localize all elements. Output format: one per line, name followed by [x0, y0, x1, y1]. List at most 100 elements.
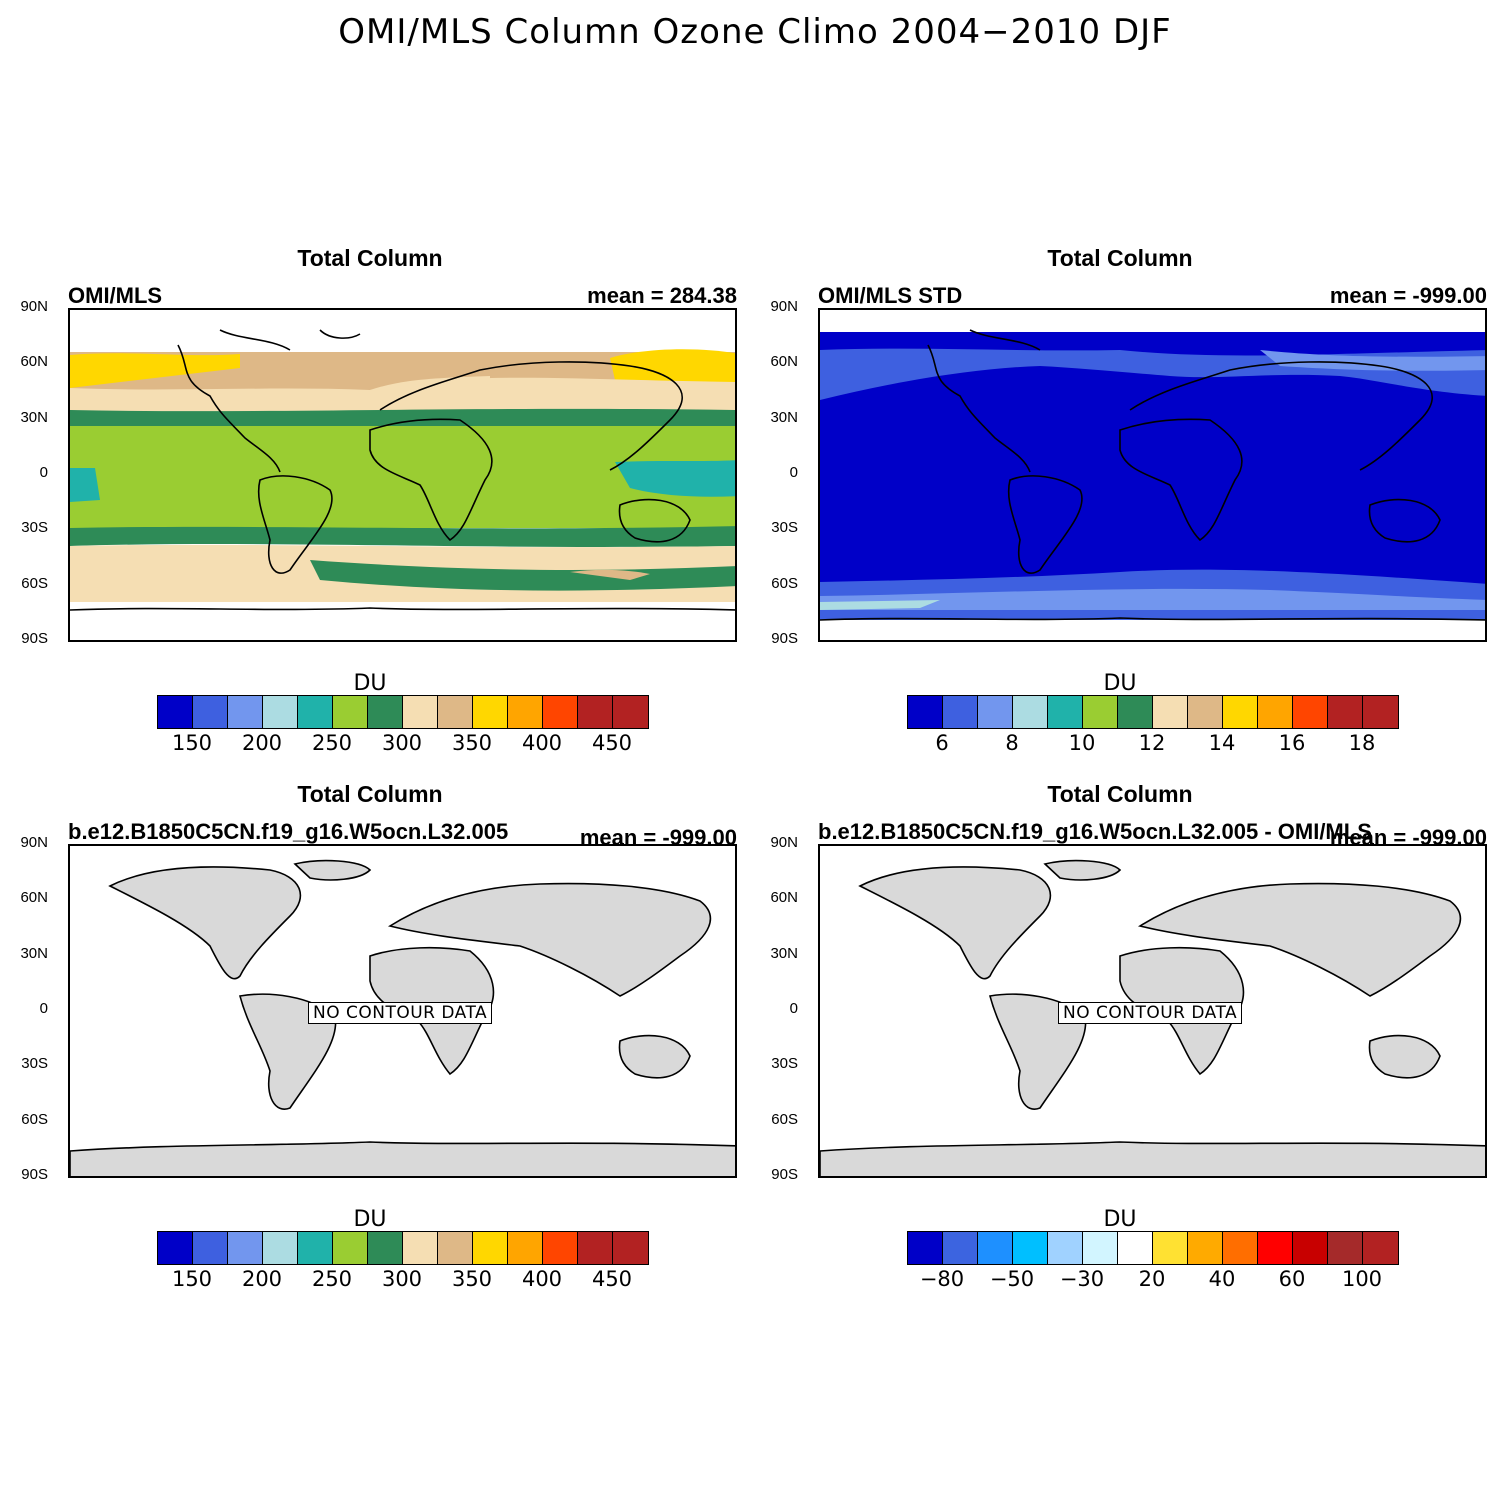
latitude-label: 30S: [21, 1055, 48, 1073]
colorbar-box: [943, 696, 978, 728]
latitude-label: 30N: [770, 944, 798, 962]
colorbar-box: [978, 1232, 1013, 1264]
colorbar-label: 250: [311, 1267, 353, 1291]
colorbar-box: [298, 696, 333, 728]
colorbar-box: [473, 1232, 508, 1264]
colorbar-label: 150: [171, 1267, 213, 1291]
latitude-label: 60N: [20, 353, 48, 371]
latitude-label: 30N: [20, 944, 48, 962]
colorbar-box: [1258, 1232, 1293, 1264]
panel-model-minus-obs: Total Column b.e12.B1850C5CN.f19_g16.W5o…: [750, 781, 1490, 1301]
panel-title: Total Column: [297, 245, 443, 271]
colorbar-box: [1223, 696, 1258, 728]
colorbar-box: [543, 1232, 578, 1264]
colorbar-box: [263, 696, 298, 728]
colorbar-box: [438, 1232, 473, 1264]
latitude-label: 60S: [771, 1110, 798, 1128]
colorbar-box: [228, 1232, 263, 1264]
colorbar-label: 20: [1138, 1267, 1166, 1291]
colorbar-units: DU: [353, 1207, 387, 1232]
latitude-label: 30S: [771, 519, 798, 537]
latitude-label: 90S: [21, 1166, 48, 1183]
colorbar-box: [543, 696, 578, 728]
latitude-label: 60N: [20, 889, 48, 907]
colorbar-label: 400: [521, 1267, 563, 1291]
no-contour-data-label: NO CONTOUR DATA: [1058, 1002, 1243, 1024]
colorbar-box: [158, 1232, 193, 1264]
panel-title: Total Column: [1047, 245, 1193, 271]
colorbar-label: 8: [1005, 731, 1019, 755]
colorbar-label: 450: [591, 1267, 633, 1291]
colorbar-box: [508, 1232, 543, 1264]
panel-title: Total Column: [297, 781, 443, 807]
latitude-label: 60N: [770, 889, 798, 907]
colorbar-label: 350: [451, 1267, 493, 1291]
colorbar-box: [193, 1232, 228, 1264]
latitude-label: 90S: [771, 630, 798, 647]
latitude-label: 90S: [21, 630, 48, 647]
latitude-label: 90S: [771, 1166, 798, 1183]
colorbar-label: 100: [1341, 1267, 1383, 1291]
colorbar: [907, 1231, 1399, 1265]
colorbar-box: [1153, 696, 1188, 728]
colorbar-label: 300: [381, 731, 423, 755]
latitude-label: 0: [789, 1000, 798, 1017]
latitude-label: 60N: [770, 353, 798, 371]
latitude-label: 90N: [20, 298, 48, 315]
colorbar-box: [1083, 1232, 1118, 1264]
colorbar: [157, 695, 649, 729]
colorbar-box: [193, 696, 228, 728]
colorbar-label: −80: [919, 1267, 965, 1291]
panel-right-string: mean = -999.00: [1329, 283, 1487, 308]
colorbar-label: 6: [935, 731, 949, 755]
colorbar-label: 450: [591, 731, 633, 755]
colorbar-box: [1118, 1232, 1153, 1264]
colorbar-box: [978, 696, 1013, 728]
colorbar-box: [1328, 1232, 1363, 1264]
colorbar-box: [943, 1232, 978, 1264]
colorbar-label: 250: [311, 731, 353, 755]
colorbar-box: [1363, 1232, 1398, 1264]
colorbar-box: [908, 1232, 943, 1264]
latitude-label: 90N: [20, 834, 48, 851]
latitude-label: 30N: [20, 408, 48, 426]
panel-left-string: OMI/MLS STD: [818, 283, 963, 308]
latitude-label: 30N: [770, 408, 798, 426]
colorbar-box: [1258, 696, 1293, 728]
panel-title: Total Column: [1047, 781, 1193, 807]
colorbar-label: 200: [241, 1267, 283, 1291]
panel-model: Total Column b.e12.B1850C5CN.f19_g16.W5o…: [0, 781, 740, 1301]
colorbar-box: [228, 696, 263, 728]
colorbar-box: [1083, 696, 1118, 728]
colorbar-box: [473, 696, 508, 728]
no-contour-data-label: NO CONTOUR DATA: [308, 1002, 493, 1024]
colorbar-box: [578, 1232, 613, 1264]
colorbar-box: [403, 696, 438, 728]
colorbar: [907, 695, 1399, 729]
latitude-label: 90N: [770, 298, 798, 315]
colorbar-box: [1223, 1232, 1258, 1264]
colorbar-label: 350: [451, 731, 493, 755]
colorbar-label: 300: [381, 1267, 423, 1291]
colorbar-label: −50: [989, 1267, 1035, 1291]
colorbar-label: 40: [1208, 1267, 1236, 1291]
colorbar-box: [158, 696, 193, 728]
panel-left-string: b.e12.B1850C5CN.f19_g16.W5ocn.L32.005: [68, 819, 509, 844]
colorbar-box: [1328, 696, 1363, 728]
colorbar-label: 60: [1278, 1267, 1306, 1291]
colorbar-box: [368, 1232, 403, 1264]
colorbar-box: [908, 696, 943, 728]
colorbar: [157, 1231, 649, 1265]
colorbar-label: 200: [241, 731, 283, 755]
colorbar-label: 400: [521, 731, 563, 755]
latitude-label: 30S: [21, 519, 48, 537]
panel-left-string: OMI/MLS: [68, 283, 163, 308]
panel-right-string: mean = 284.38: [587, 283, 737, 308]
colorbar-label: 10: [1068, 731, 1096, 755]
latitude-label: 60S: [21, 574, 48, 592]
map-plot: NO CONTOUR DATA: [68, 844, 737, 1178]
colorbar-box: [1363, 696, 1398, 728]
colorbar-label: 14: [1208, 731, 1236, 755]
latitude-label: 60S: [771, 574, 798, 592]
colorbar-box: [263, 1232, 298, 1264]
